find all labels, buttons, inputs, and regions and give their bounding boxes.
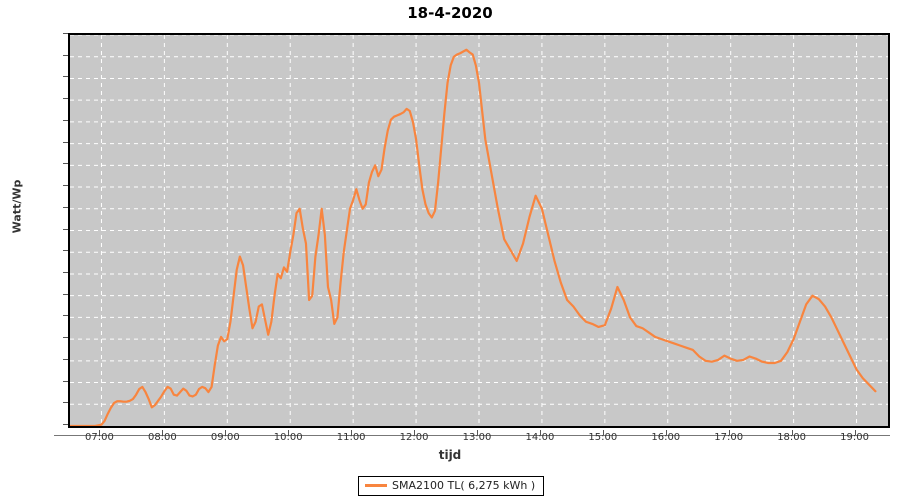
- y-tick-mark: [63, 293, 68, 295]
- x-tick-label: 10:00: [273, 432, 303, 443]
- gridlines: [70, 35, 888, 426]
- x-tick-mark: [99, 430, 101, 435]
- x-tick-mark: [414, 430, 416, 435]
- y-tick-mark: [63, 424, 68, 425]
- x-tick-mark: [351, 430, 353, 435]
- x-tick-label: 16:00: [651, 432, 681, 443]
- x-tick-mark: [854, 430, 856, 435]
- y-tick-mark: [63, 185, 68, 187]
- legend-line-swatch-icon: [365, 484, 387, 487]
- y-tick-mark: [63, 206, 68, 208]
- x-tick-label: 15:00: [588, 432, 618, 443]
- x-tick-mark: [225, 430, 227, 435]
- x-tick-mark: [665, 430, 667, 435]
- y-tick-mark: [63, 358, 68, 360]
- x-tick-mark: [791, 430, 793, 435]
- y-tick-mark: [63, 315, 68, 317]
- x-tick-mark: [477, 430, 478, 435]
- y-tick-mark: [63, 54, 68, 56]
- plot-area: [68, 33, 890, 428]
- x-tick-mark: [602, 430, 604, 435]
- x-tick-label: 07:00: [85, 432, 114, 443]
- y-tick-mark: [63, 33, 68, 34]
- page-title: 18-4-2020: [407, 4, 493, 22]
- x-tick-label: 19:00: [840, 432, 869, 443]
- data-line-series-0: [70, 48, 877, 426]
- y-tick-mark: [63, 98, 68, 100]
- x-tick-label: 18:00: [777, 432, 807, 443]
- x-tick-label: 09:00: [210, 432, 240, 443]
- x-tick-mark: [728, 430, 730, 435]
- y-tick-mark: [63, 119, 68, 121]
- y-axis-label: Watt/Wp: [10, 179, 24, 234]
- legend-entry-label: SMA2100 TL( 6,275 kWh ): [392, 479, 536, 492]
- x-tick-label: 13:00: [462, 432, 492, 443]
- y-tick-mark: [63, 380, 68, 382]
- y-tick-mark: [63, 402, 68, 404]
- x-tick-label: 12:00: [399, 432, 429, 443]
- y-tick-mark: [63, 271, 68, 273]
- y-tick-mark: [63, 141, 68, 143]
- x-tick-mark: [162, 430, 164, 435]
- plot-canvas: [70, 35, 888, 426]
- x-tick-label: 14:00: [525, 432, 555, 443]
- y-tick-mark: [63, 163, 68, 165]
- x-tick-mark: [539, 430, 541, 435]
- data-series-group: [70, 48, 877, 426]
- y-tick-mark: [63, 250, 68, 252]
- x-axis-label: tijd: [438, 448, 462, 462]
- x-tick-label: 08:00: [147, 432, 177, 443]
- chart-legend: SMA2100 TL( 6,275 kWh ): [358, 476, 545, 496]
- y-tick-mark: [63, 337, 68, 339]
- y-tick-mark: [63, 76, 68, 78]
- x-tick-label: 11:00: [336, 432, 366, 443]
- y-tick-mark: [63, 228, 68, 230]
- x-tick-mark: [288, 430, 290, 435]
- x-tick-label: 17:00: [714, 432, 744, 443]
- x-axis-baseline: [54, 435, 890, 436]
